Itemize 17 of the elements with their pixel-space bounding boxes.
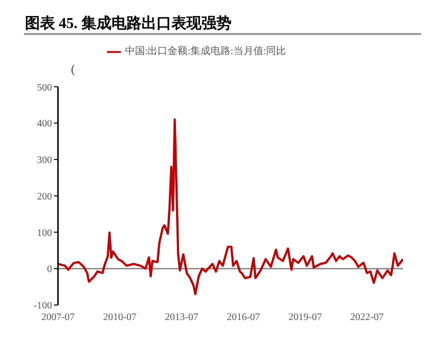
y-axis-title: ( — [71, 62, 75, 77]
chart-title: 图表 45. 集成电路出口表现强势 — [25, 14, 232, 33]
x-tick-label: 2016-07 — [226, 312, 260, 324]
y-tick-label: 300 — [37, 155, 52, 166]
x-tick-label: 2019-07 — [288, 312, 322, 324]
y-tick-label: 400 — [37, 118, 52, 130]
y-tick-label: 100 — [37, 228, 52, 239]
x-tick-label: 2022-07 — [350, 312, 384, 324]
y-tick-label: 0 — [47, 264, 52, 276]
x-tick-label: 2010-07 — [103, 312, 136, 324]
x-tick-label: 2013-07 — [164, 312, 198, 324]
line-series — [58, 118, 403, 296]
y-tick-label: 200 — [37, 191, 52, 202]
legend-label: 中国:出口金额:集成电路:当月值:同比 — [124, 46, 286, 57]
y-tick-label: 500 — [37, 82, 52, 94]
y-tick-label: -100 — [34, 300, 52, 312]
x-tick-label: 2007-07 — [41, 312, 75, 324]
